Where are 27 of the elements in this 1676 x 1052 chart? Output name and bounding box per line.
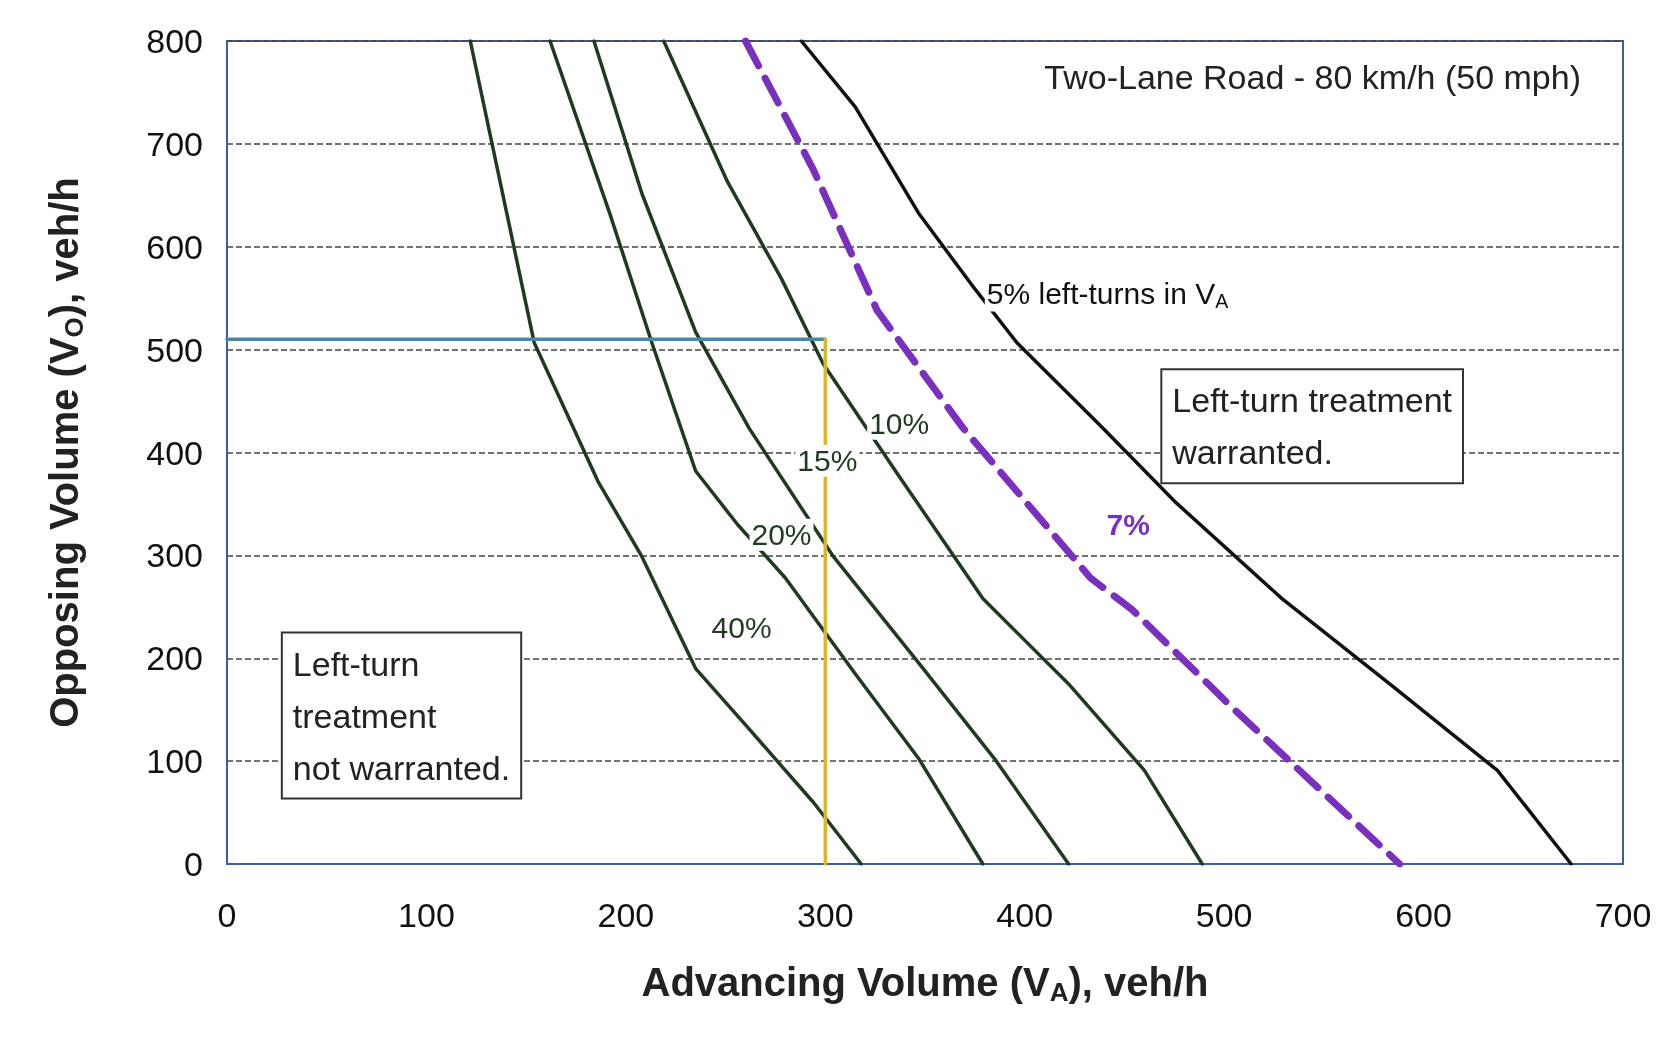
x-tick-label: 200 bbox=[597, 896, 655, 934]
y-tick-label: 0 bbox=[184, 845, 203, 883]
y-tick-label: 400 bbox=[146, 433, 203, 472]
y-tick-label: 100 bbox=[146, 742, 203, 781]
series-label: 15% bbox=[797, 444, 858, 478]
y-tick-label: 800 bbox=[146, 22, 203, 60]
line-series bbox=[548, 39, 985, 866]
y-tick-label: 200 bbox=[146, 639, 203, 678]
annotation: Left-turn treatment not warranted. bbox=[292, 644, 511, 787]
text: Two-Lane Road - 80 km/h (50 mph) bbox=[1044, 58, 1582, 96]
x-tick-label: 0 bbox=[217, 896, 237, 934]
x-tick-label: 400 bbox=[996, 896, 1054, 934]
series-label: 10% bbox=[869, 407, 930, 441]
series-label: 40% bbox=[711, 610, 772, 644]
x-tick-label: 100 bbox=[398, 896, 455, 934]
x-tick-label: 600 bbox=[1395, 896, 1452, 934]
y-axis-title: Opposing Volume (VO), veh/h bbox=[42, 177, 89, 728]
y-tick-label: 300 bbox=[146, 536, 203, 575]
series-label: 20% bbox=[751, 518, 812, 552]
annotation: Left-turn treatment warranted. bbox=[1171, 381, 1453, 472]
y-tick-label: 500 bbox=[146, 330, 203, 369]
x-tick-label: 300 bbox=[796, 896, 854, 934]
x-tick-label: 500 bbox=[1195, 896, 1253, 934]
y-tick-label: 700 bbox=[146, 124, 203, 163]
y-tick-label: 600 bbox=[146, 227, 203, 266]
x-tick-label: 700 bbox=[1594, 896, 1652, 934]
series-label: 7% bbox=[1106, 508, 1150, 542]
